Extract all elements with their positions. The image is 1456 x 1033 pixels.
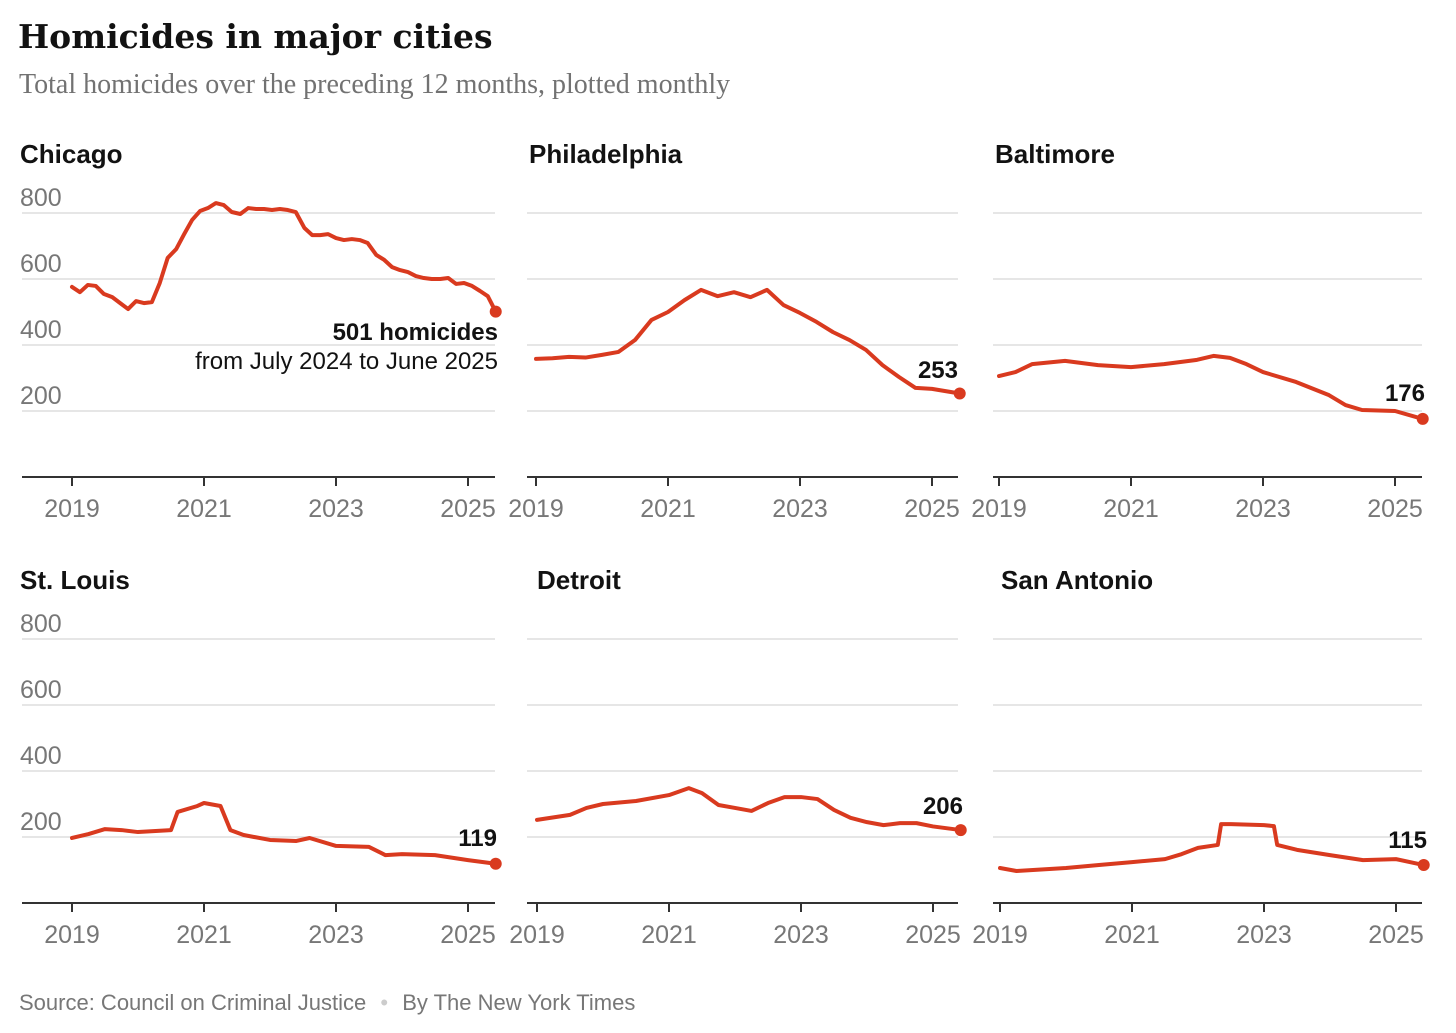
panel-philadelphia: Philadelphia 2019 2021 2023 2025 253	[508, 139, 966, 523]
value-label: 176	[1385, 380, 1425, 407]
x-tick-label: 2021	[1104, 921, 1160, 949]
footer: Source: Council on Criminal Justice • By…	[19, 990, 635, 1015]
source-text: Source: Council on Criminal Justice	[19, 990, 366, 1015]
x-tick-label: 2021	[176, 921, 232, 949]
x-tick-label: 2025	[1368, 921, 1424, 949]
x-tick-label: 2025	[440, 921, 496, 949]
value-label: 206	[923, 793, 963, 820]
panel-title: San Antonio	[1001, 565, 1153, 595]
byline-text: By The New York Times	[402, 990, 635, 1015]
panel-title: Philadelphia	[529, 139, 683, 169]
panel-st-louis: St. Louis 800 600 400 200 2019 2021 2023 2025 119	[20, 565, 502, 949]
x-tick-label: 2019	[44, 495, 100, 523]
x-tick-label: 2023	[308, 495, 364, 523]
x-tick-label: 2021	[1103, 495, 1159, 523]
x-tick-label: 2021	[640, 495, 696, 523]
y-tick-label: 400	[20, 316, 62, 344]
footer-separator: •	[380, 990, 388, 1015]
panel-title: Baltimore	[995, 139, 1115, 169]
series-line	[70, 801, 498, 866]
panel-baltimore: Baltimore 2019 2021 2023 2025 176	[971, 139, 1429, 523]
x-tick-label: 2023	[773, 921, 829, 949]
end-point	[489, 857, 502, 870]
series-line	[534, 287, 962, 396]
panel-title: St. Louis	[20, 565, 130, 595]
x-tick-label: 2021	[176, 495, 232, 523]
x-tick-label: 2019	[44, 921, 100, 949]
x-tick-label: 2025	[1367, 495, 1423, 523]
end-point	[1416, 412, 1429, 425]
x-tick-label: 2023	[308, 921, 364, 949]
y-tick-label: 800	[20, 184, 62, 212]
value-label: 115	[1388, 827, 1427, 854]
y-tick-label: 600	[20, 676, 62, 704]
y-tick-label: 200	[20, 382, 62, 410]
chart-subtitle: Total homicides over the preceding 12 mo…	[19, 69, 730, 100]
x-tick-label: 2025	[905, 921, 961, 949]
series-line	[70, 201, 498, 314]
x-tick-label: 2019	[508, 495, 564, 523]
y-tick-label: 600	[20, 250, 62, 278]
x-tick-label: 2025	[904, 495, 960, 523]
end-point	[1417, 859, 1430, 872]
x-tick-label: 2019	[971, 495, 1027, 523]
panel-san-antonio: San Antonio 2019 2021 2023 2025 115	[972, 565, 1430, 949]
end-point	[954, 824, 967, 837]
x-tick-label: 2021	[641, 921, 697, 949]
value-label: 501 homicides	[333, 319, 498, 346]
panel-chicago: Chicago 800 600 400 200 2019 2021 2023 2025 501 h…	[20, 139, 502, 523]
panel-detroit: Detroit 2019 2021 2023 2025 206	[509, 565, 967, 949]
y-tick-label: 400	[20, 742, 62, 770]
panel-title: Chicago	[20, 139, 123, 169]
series-line	[535, 786, 963, 833]
panel-title: Detroit	[537, 565, 621, 595]
series-line	[998, 822, 1426, 873]
x-tick-label: 2019	[972, 921, 1028, 949]
end-point	[489, 305, 502, 318]
x-tick-label: 2023	[1235, 495, 1291, 523]
x-tick-label: 2025	[440, 495, 496, 523]
x-tick-label: 2019	[509, 921, 565, 949]
value-label: 119	[458, 825, 497, 852]
chart-title: Homicides in major cities	[18, 17, 493, 56]
y-tick-label: 800	[20, 610, 62, 638]
value-note: from July 2024 to June 2025	[195, 348, 498, 375]
x-tick-label: 2023	[1236, 921, 1292, 949]
x-tick-label: 2023	[772, 495, 828, 523]
value-label: 253	[918, 357, 958, 384]
y-tick-label: 200	[20, 808, 62, 836]
end-point	[953, 387, 966, 400]
series-line	[997, 353, 1425, 421]
